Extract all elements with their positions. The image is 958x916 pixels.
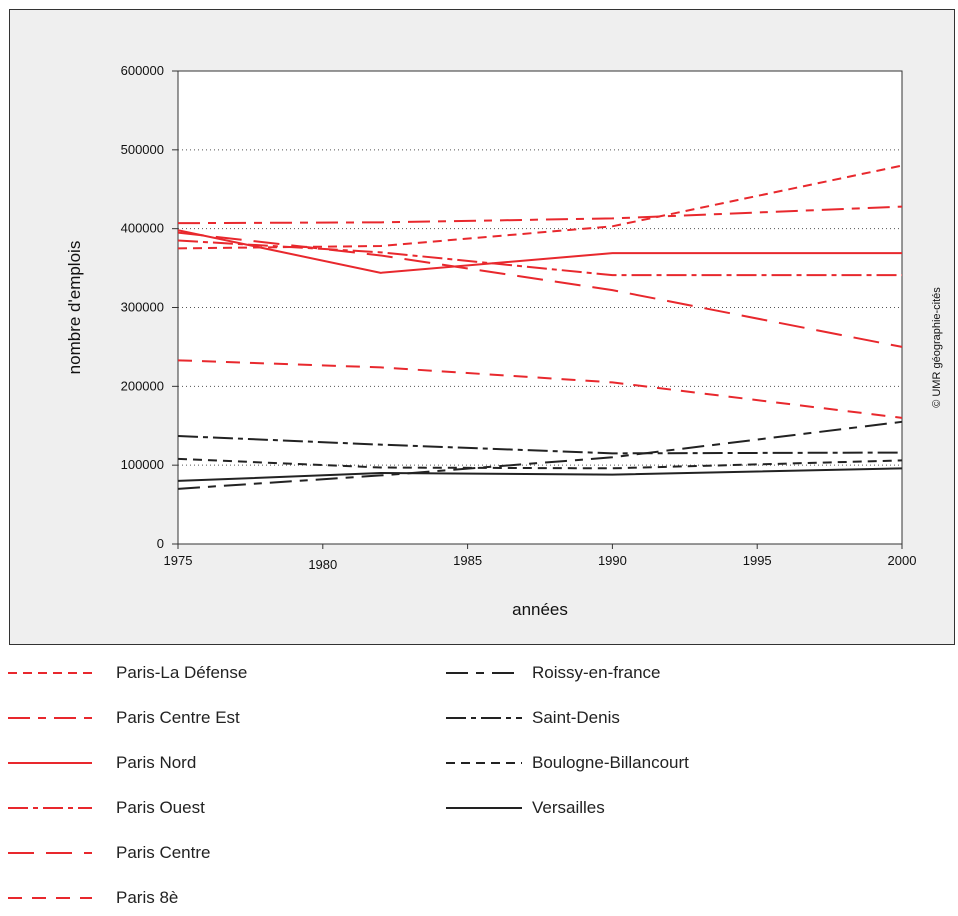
legend-swatch bbox=[446, 807, 522, 809]
legend-item: Roissy-en-france bbox=[446, 659, 661, 687]
series-line-3 bbox=[177, 239, 902, 277]
series-line-1 bbox=[177, 205, 903, 225]
legend-item: Paris Ouest bbox=[8, 794, 205, 822]
copyright-note: © UMR géographie-cités bbox=[931, 287, 943, 408]
legend-item: Saint-Denis bbox=[446, 704, 620, 732]
x-tick-label: 2000 bbox=[888, 553, 917, 568]
legend-label: Paris 8è bbox=[116, 888, 179, 907]
legend-swatch bbox=[446, 672, 522, 674]
series-line-7 bbox=[177, 434, 903, 455]
legend-item: Boulogne-Billancourt bbox=[446, 749, 689, 777]
y-tick-label: 400000 bbox=[121, 221, 164, 236]
series-line-6 bbox=[177, 420, 903, 490]
series-lines bbox=[177, 164, 903, 490]
x-tick-label: 1985 bbox=[453, 553, 482, 568]
x-tick-label: 1990 bbox=[598, 553, 627, 568]
y-tick-label: 500000 bbox=[121, 142, 164, 157]
legend-swatch bbox=[446, 762, 522, 764]
legend-item: Paris 8è bbox=[8, 884, 178, 912]
legend-swatch bbox=[8, 897, 92, 899]
series-line-0 bbox=[177, 164, 903, 250]
y-axis-title: nombre d'emplois bbox=[65, 241, 84, 375]
x-tick-label: 1980 bbox=[308, 557, 337, 572]
series-line-8 bbox=[177, 457, 903, 470]
legend-swatch bbox=[446, 717, 522, 719]
legend-swatch bbox=[8, 672, 92, 674]
legend-label: Boulogne-Billancourt bbox=[532, 753, 689, 772]
x-tick-label: 1975 bbox=[164, 553, 193, 568]
legend-label: Paris-La Défense bbox=[116, 663, 248, 682]
x-tick-label: 1995 bbox=[743, 553, 772, 568]
series-line-9 bbox=[177, 467, 903, 482]
legend-item: Paris Centre Est bbox=[8, 704, 240, 732]
y-tick-labels: 0 100000 200000 300000 400000 500000 600000 bbox=[121, 63, 178, 551]
legend-label: Paris Centre Est bbox=[116, 708, 240, 727]
legend-swatch bbox=[8, 852, 92, 854]
gridlines-overlay bbox=[178, 149, 902, 466]
x-axis-title: années bbox=[512, 600, 568, 619]
x-tick-labels: 1975 1980 1985 1990 1995 2000 bbox=[164, 544, 917, 572]
legend-label: Roissy-en-france bbox=[532, 663, 661, 682]
legend-label: Saint-Denis bbox=[532, 708, 620, 727]
y-tick-label: 0 bbox=[157, 536, 164, 551]
series-line-5 bbox=[177, 359, 903, 419]
legend-label: Paris Ouest bbox=[116, 798, 205, 817]
legend-label: Versailles bbox=[532, 798, 605, 817]
legend-label: Paris Nord bbox=[116, 753, 197, 772]
legend-swatch bbox=[8, 717, 92, 719]
y-tick-label: 100000 bbox=[121, 457, 164, 472]
chart-frame: 0 100000 200000 300000 400000 500000 600000 19… bbox=[9, 9, 955, 645]
legend: Paris-La Défense Paris Centre Est Paris No… bbox=[0, 655, 958, 916]
legend-swatch bbox=[8, 762, 92, 764]
line-chart: 0 100000 200000 300000 400000 500000 600000 19… bbox=[65, 63, 943, 619]
legend-label: Paris Centre bbox=[116, 843, 211, 862]
y-tick-label: 600000 bbox=[121, 63, 164, 78]
legend-item: Paris Nord bbox=[8, 749, 196, 777]
legend-item: Versailles bbox=[446, 794, 605, 822]
legend-item: Paris-La Défense bbox=[8, 659, 247, 687]
series-line-4 bbox=[177, 231, 903, 348]
legend-item: Paris Centre bbox=[8, 839, 210, 867]
y-tick-label: 200000 bbox=[121, 378, 164, 393]
legend-swatch bbox=[8, 807, 92, 809]
y-tick-label: 300000 bbox=[121, 300, 164, 315]
